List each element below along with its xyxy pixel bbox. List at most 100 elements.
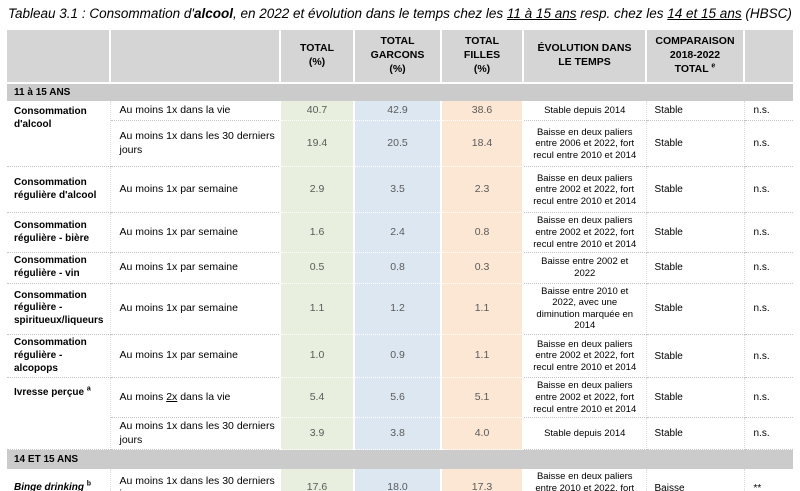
value-cell-garcons: 20.5 [353,120,442,168]
comparaison-cell: Stable [646,252,745,284]
table-row: Ivresse perçue a Au moins 2x dans la vie… [7,377,793,451]
value-cell-garcons: 2.4 [353,212,442,254]
value-cell-total: 40.7 [279,100,355,122]
significance-cell: n.s. [744,377,793,419]
significance-cell: n.s. [744,212,793,254]
value-cell-total: 19.4 [279,120,355,168]
header-filles: TOTAL FILLES (%) [440,27,524,84]
value-cell-filles: 5.1 [440,377,524,419]
table-row: Consommation régulière - vin Au moins 1x… [7,252,793,284]
title-underline-14-15: 14 et 15 ans [667,6,742,21]
value-cell-filles: 0.8 [440,212,524,254]
table-row: Au moins 1x dans les 30 derniers jours 1… [7,120,793,168]
item-cell: Au moins 1x dans la vie [110,100,281,122]
significance-cell: n.s. [744,100,793,122]
significance-cell: n.s. [744,120,793,168]
header-significance-empty [743,27,793,84]
title-text: resp. chez les [576,6,668,21]
value-cell-filles: 18.4 [440,120,524,168]
category-cell: Consommation régulière - spiritueux/liqu… [7,283,111,336]
evolution-cell: Baisse en deux paliers entre 2002 et 202… [523,334,647,379]
item-cell: Au moins 1x par semaine [110,166,281,214]
category-cell: Ivresse perçue a [7,377,111,451]
value-cell-total: 0.5 [279,252,355,284]
header-category-empty [7,27,111,84]
item-cell: Au moins 1x par semaine [110,334,281,379]
value-cell-total: 1.0 [279,334,355,379]
category-cell: Consommation régulière d'alcool [7,166,111,214]
significance-cell: ** [744,468,793,491]
category-cell: Consommation d'alcool [7,100,111,168]
comparaison-cell: Stable [646,120,745,168]
item-cell: Au moins 1x par semaine [110,283,281,336]
table-row: Consommation régulière d'alcool Au moins… [7,166,793,214]
value-cell-total: 1.6 [279,212,355,254]
header-total: TOTAL (%) [279,27,355,84]
value-cell-total: 1.1 [279,283,355,336]
footnote-marker-a: a [86,386,91,394]
section-label: 11 à 15 ANS [7,82,793,101]
title-underline-11-15: 11 à 15 ans [506,6,577,21]
comparaison-cell: Stable [646,334,745,379]
value-cell-filles: 2.3 [440,166,524,214]
item-cell: Au moins 1x par semaine [110,212,281,254]
footnote-marker-e: e [711,62,716,70]
table-row: Binge drinking b Au moins 1x dans les 30… [7,468,793,491]
item-cell: Au moins 1x dans les 30 derniers jours [110,120,281,168]
evolution-cell: Baisse en deux paliers entre 2006 et 202… [523,120,647,168]
title-text: Tableau 3.1 : Consommation d' [8,6,194,21]
evolution-cell: Stable depuis 2014 [523,100,647,122]
evolution-cell: Baisse entre 2002 et 2022 [523,252,647,284]
header-garcons: TOTAL GARCONS (%) [353,27,442,84]
value-cell-garcons: 3.8 [353,417,442,451]
significance-cell: n.s. [744,252,793,284]
evolution-cell: Baisse en deux paliers entre 2010 et 202… [523,468,647,491]
table-row: Consommation régulière - alcopops Au moi… [7,334,793,379]
value-cell-filles: 1.1 [440,334,524,379]
value-cell-garcons: 5.6 [353,377,442,419]
evolution-cell: Baisse en deux paliers entre 2002 et 202… [523,166,647,214]
significance-cell: n.s. [744,334,793,379]
value-cell-garcons: 18.0 [353,468,442,491]
value-cell-total: 2.9 [279,166,355,214]
table-row: Consommation d'alcool Au moins 1x dans l… [7,100,793,168]
table-row: Au moins 1x dans les 30 derniers jours 3… [7,417,793,451]
evolution-cell: Baisse en deux paliers entre 2002 et 202… [523,212,647,254]
header-evolution: ÉVOLUTION DANS LE TEMPS [522,27,647,84]
evolution-cell: Baisse entre 2010 et 2022, avec une dimi… [523,283,647,336]
evolution-cell: Baisse en deux paliers entre 2002 et 202… [523,377,647,419]
comparaison-cell: Stable [646,166,745,214]
significance-cell: n.s. [744,417,793,451]
header-comparaison: COMPARAISON 2018-2022 TOTAL e [645,27,745,84]
item-cell: Au moins 2x dans la vie [110,377,281,419]
value-cell-total: 3.9 [279,417,355,451]
value-cell-filles: 17.3 [440,468,524,491]
title-bold-alcool: alcool [193,6,233,21]
category-cell: Consommation régulière - bière [7,212,111,254]
header-item-empty [109,27,281,84]
footnote-marker-b: b [86,480,92,488]
item-cell: Au moins 1x dans les 30 derniers jours [110,417,281,451]
item-cell: Au moins 1x dans les 30 derniers jours [110,468,281,491]
section-row-11-15-ans: 11 à 15 ANS [7,82,793,101]
value-cell-filles: 4.0 [440,417,524,451]
evolution-cell: Stable depuis 2014 [523,417,647,451]
category-cell: Binge drinking b [7,468,111,491]
item-cell: Au moins 1x par semaine [110,252,281,284]
comparaison-cell: Stable [646,283,745,336]
consumption-table: TOTAL (%) TOTAL GARCONS (%) TOTAL FILLES… [7,27,793,491]
value-cell-total: 5.4 [279,377,355,419]
value-cell-garcons: 1.2 [353,283,442,336]
value-cell-total: 17.6 [279,468,355,491]
category-cell: Consommation régulière - vin [7,252,111,284]
comparaison-cell: Baisse [646,468,745,491]
value-cell-garcons: 3.5 [353,166,442,214]
comparaison-cell: Stable [646,212,745,254]
value-cell-garcons: 0.8 [353,252,442,284]
comparaison-cell: Stable [646,417,745,451]
value-cell-filles: 0.3 [440,252,524,284]
table-row: Consommation régulière - bière Au moins … [7,212,793,254]
section-row-14-15-ans: 14 ET 15 ANS [7,449,793,469]
header-row: TOTAL (%) TOTAL GARCONS (%) TOTAL FILLES… [7,27,793,84]
value-cell-garcons: 0.9 [353,334,442,379]
